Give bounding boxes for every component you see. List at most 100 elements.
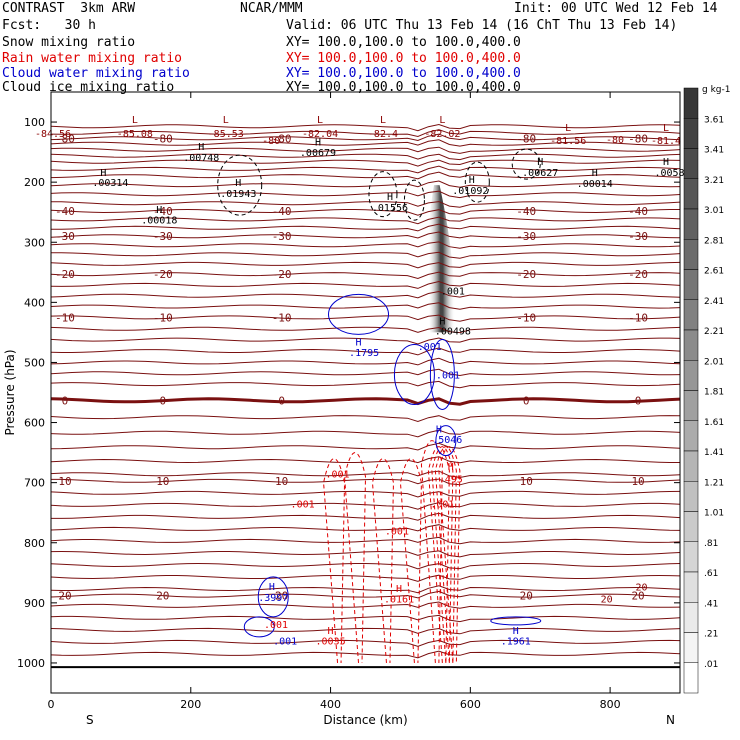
isotherm-line [50, 129, 681, 138]
colorbar-label: 2.01 [704, 357, 724, 367]
contour-annotation: H [448, 462, 454, 473]
legend-snow-xy: XY= 100.0,100.0 to 100.0,400.0 [286, 35, 521, 50]
isotherm-line [50, 139, 681, 147]
contour-annotation: .0058 [654, 168, 684, 179]
contour-annotation: .0035 [316, 637, 346, 648]
rain-contour [438, 446, 461, 663]
contour-annotation: .001 [418, 342, 442, 353]
isotherm-line [50, 171, 681, 180]
isotherm-label: 20 [520, 590, 533, 603]
colorbar-swatch [683, 662, 699, 694]
contour-annotation: .001 [430, 500, 454, 511]
rain-contour [434, 446, 457, 663]
contour-annotation: -85.08 [117, 129, 153, 140]
x-right-end-label: N [666, 713, 675, 727]
isotherm-line [50, 216, 681, 225]
colorbar-swatch [683, 481, 699, 512]
contour-annotation: .1961 [501, 637, 531, 648]
isotherm-line [51, 512, 681, 521]
colorbar-label: .61 [704, 569, 718, 579]
colorbar-swatch [683, 118, 699, 149]
isotherm-label: 10 [58, 475, 71, 488]
contour-annotation: .001 [385, 527, 409, 538]
colorbar-swatch [683, 571, 699, 603]
contour-annotation: L [439, 115, 445, 126]
cloud-ice-contour [368, 171, 398, 218]
contour-annotation: .01556 [372, 203, 408, 214]
legend-cloudwater-xy: XY= 100.0,100.0 to 100.0,400.0 [286, 66, 521, 81]
contour-annotation: .00748 [183, 153, 219, 164]
isotherm-line [50, 314, 681, 322]
isotherm-label: 10 [520, 475, 533, 488]
cloud-water-contour [257, 576, 289, 618]
x-tick-label: 400 [320, 698, 341, 711]
contour-annotation: H [537, 157, 543, 168]
contour-annotation: H [355, 337, 361, 348]
isotherm-line [50, 133, 681, 142]
contour-annotation: 20 [636, 583, 648, 594]
isotherm-label: -10 [516, 311, 536, 324]
isotherm-label: -20 [628, 268, 648, 281]
isotherm-line [50, 347, 681, 356]
colorbar-swatch [683, 420, 699, 452]
contour-annotation: .00627 [522, 168, 558, 179]
isotherm-label: -10 [153, 311, 173, 324]
rain-contour [431, 446, 454, 663]
forecast-label: Fcst: 30 h [2, 18, 96, 33]
isotherm-line [50, 208, 680, 216]
colorbar-label: 3.41 [704, 146, 724, 156]
isotherm-label: 0 [278, 394, 285, 407]
isotherm-label: -40 [628, 205, 648, 218]
isotherm-line [50, 429, 681, 438]
colorbar-swatch [683, 450, 699, 482]
contour-annotation: -82.02 [424, 129, 460, 140]
rain-contour [420, 440, 443, 663]
isotherm-line [50, 470, 681, 479]
cloud-ice-contour [511, 148, 541, 180]
contour-annotation: .001 [441, 286, 465, 297]
colorbar-swatch [683, 632, 699, 663]
cloud-ice-contour [464, 161, 490, 203]
isotherm-label: -30 [628, 230, 648, 243]
contour-annotation: H [198, 142, 204, 153]
isotherm-line [50, 201, 681, 208]
contour-annotation: H [439, 316, 445, 327]
colorbar-unit: g kg-1 [702, 85, 730, 95]
isotherm-label: -40 [272, 205, 292, 218]
contour-annotation: H [396, 584, 402, 595]
isotherm-line [50, 165, 681, 174]
contour-annotation: .3997 [258, 593, 288, 604]
contour-annotation: H [387, 192, 393, 203]
colorbar-swatch [683, 329, 699, 361]
isotherm-label: -30 [516, 230, 536, 243]
isotherm-label: -10 [272, 311, 292, 324]
x-tick-label: 0 [48, 698, 55, 711]
colorbar-label: .41 [704, 599, 718, 609]
isotherm-line [50, 337, 681, 345]
colorbar-swatch [683, 208, 699, 240]
model-title: CONTRAST 3km ARW [2, 1, 136, 16]
colorbar-swatch [683, 299, 699, 331]
contour-annotation: -81.56 [550, 136, 586, 147]
isotherm-label: -30 [272, 230, 292, 243]
y-tick-label: 400 [24, 296, 45, 309]
colorbar-swatch [683, 360, 699, 391]
y-tick-label: 200 [24, 176, 45, 189]
isotherm-label: 20 [156, 590, 169, 603]
x-left-end-label: S [86, 713, 94, 727]
contour-annotation: -85.53 [208, 129, 244, 140]
isotherm-label: 0 [62, 394, 69, 407]
isotherm-line [50, 180, 681, 188]
colorbar-swatch [683, 390, 699, 421]
y-tick-label: 700 [24, 477, 45, 490]
isotherm-label: 0 [635, 394, 642, 407]
isotherm-line [50, 650, 681, 659]
contour-annotation: L [380, 115, 386, 126]
colorbar-label: 1.01 [704, 509, 724, 519]
cloud-water-contour [243, 616, 275, 638]
isotherm-label: 20 [58, 590, 71, 603]
contour-annotation: -82.4 [368, 129, 398, 140]
isotherm-line [50, 502, 681, 510]
isotherm-label: 10 [156, 475, 169, 488]
